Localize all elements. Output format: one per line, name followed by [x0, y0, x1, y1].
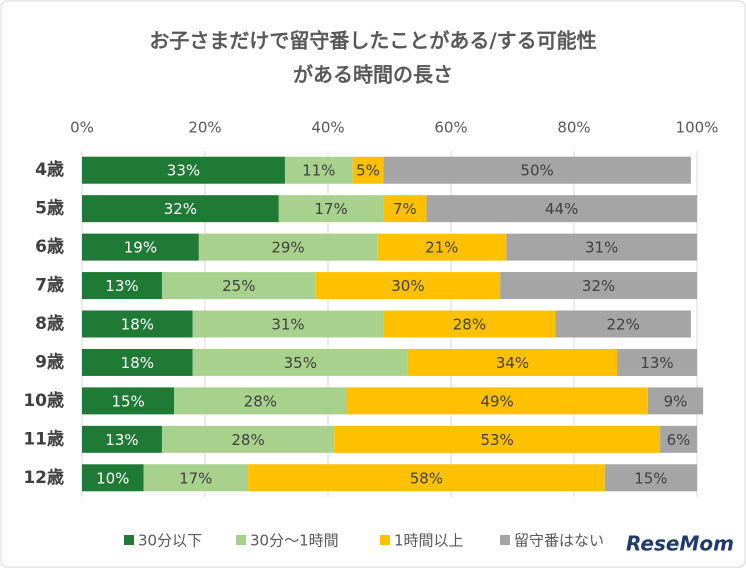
bar-segment — [82, 310, 193, 338]
bar-segment — [383, 310, 556, 338]
y-tick-label: 12歳 — [23, 467, 64, 488]
y-tick-label: 9歳 — [35, 351, 64, 372]
bar-segment — [315, 272, 501, 300]
bar-segment — [346, 387, 648, 415]
data-label: 7% — [393, 200, 417, 218]
bar-segment — [604, 464, 697, 492]
y-tick-label: 8歳 — [35, 313, 64, 334]
data-label: 19% — [124, 239, 157, 257]
data-label: 28% — [453, 316, 486, 334]
bar-segment — [334, 425, 661, 453]
data-label: 33% — [167, 162, 200, 180]
bar-segment — [82, 233, 199, 261]
bar-segment — [278, 195, 384, 223]
x-tick-label: 0% — [70, 119, 94, 137]
data-label: 17% — [179, 469, 212, 487]
bar-segment — [82, 195, 279, 223]
data-label: 15% — [634, 469, 667, 487]
data-label: 11% — [302, 162, 335, 180]
bar-segment — [383, 156, 691, 184]
bar-segment — [82, 272, 162, 300]
bar-segment — [500, 272, 697, 300]
data-label: 22% — [607, 316, 640, 334]
bar-segment — [555, 310, 691, 338]
data-label: 49% — [480, 392, 513, 410]
data-label: 30% — [391, 277, 424, 295]
data-label: 6% — [667, 431, 691, 449]
data-label: 15% — [111, 392, 144, 410]
legend-swatch — [236, 535, 246, 545]
bar-segment — [377, 233, 507, 261]
data-label: 32% — [582, 277, 615, 295]
bar-segment — [407, 348, 618, 376]
x-tick-label: 100% — [676, 119, 719, 137]
bar-segment — [82, 425, 162, 453]
data-label: 13% — [640, 354, 673, 372]
data-label: 28% — [244, 392, 277, 410]
data-label: 13% — [105, 431, 138, 449]
bar-segment — [82, 348, 193, 376]
data-label: 17% — [314, 200, 347, 218]
bar-segment — [660, 425, 697, 453]
data-label: 35% — [284, 354, 317, 372]
chart-title: お子さまだけで留守番したことがある/する可能性 — [149, 29, 596, 53]
bar-segment — [143, 464, 249, 492]
data-label: 25% — [222, 277, 255, 295]
data-label: 44% — [545, 200, 578, 218]
bar-segment — [174, 387, 347, 415]
bar-segment — [506, 233, 697, 261]
y-tick-label: 4歳 — [35, 159, 64, 180]
bar-segment — [192, 348, 408, 376]
x-tick-label: 20% — [188, 119, 221, 137]
legend-label: 30分以下 — [138, 532, 202, 550]
bar-segment — [198, 233, 378, 261]
y-tick-label: 11歳 — [23, 428, 64, 449]
chart-title: がある時間の長さ — [293, 63, 453, 87]
bar-segment — [82, 387, 175, 415]
bar-segment — [248, 464, 605, 492]
data-label: 31% — [271, 316, 304, 334]
bar-segment — [426, 195, 697, 223]
data-label: 32% — [164, 200, 197, 218]
y-tick-label: 5歳 — [35, 198, 64, 219]
bar-segment — [383, 195, 427, 223]
data-label: 18% — [121, 354, 154, 372]
data-label: 13% — [105, 277, 138, 295]
data-label: 5% — [356, 162, 380, 180]
y-tick-label: 10歳 — [23, 390, 64, 411]
x-tick-label: 80% — [557, 119, 590, 137]
legend-label: 30分～1時間 — [250, 532, 339, 550]
legend-label: 1時間以上 — [394, 532, 464, 550]
x-tick-label: 40% — [311, 119, 344, 137]
data-label: 9% — [664, 392, 688, 410]
bar-segment — [284, 156, 353, 184]
y-tick-label: 6歳 — [35, 236, 64, 257]
data-label: 31% — [585, 239, 618, 257]
bar-segment — [192, 310, 384, 338]
data-label: 10% — [96, 469, 129, 487]
legend-swatch — [380, 535, 390, 545]
data-label: 29% — [271, 239, 304, 257]
data-label: 53% — [480, 431, 513, 449]
data-label: 21% — [425, 239, 458, 257]
watermark: ReseMom — [626, 532, 734, 556]
bar-segment — [82, 156, 285, 184]
bar-segment — [82, 464, 144, 492]
data-label: 50% — [520, 162, 553, 180]
data-label: 58% — [410, 469, 443, 487]
bar-segment — [647, 387, 704, 415]
bar-segment — [161, 425, 335, 453]
x-tick-label: 60% — [434, 119, 467, 137]
bar-segment — [352, 156, 384, 184]
legend-swatch — [124, 535, 134, 545]
data-label: 18% — [121, 316, 154, 334]
data-label: 34% — [496, 354, 529, 372]
data-label: 28% — [231, 431, 264, 449]
legend-swatch — [500, 535, 510, 545]
y-tick-label: 7歳 — [35, 275, 64, 296]
bar-segment — [161, 272, 316, 300]
bar-segment — [617, 348, 697, 376]
legend-label: 留守番はない — [514, 532, 604, 550]
